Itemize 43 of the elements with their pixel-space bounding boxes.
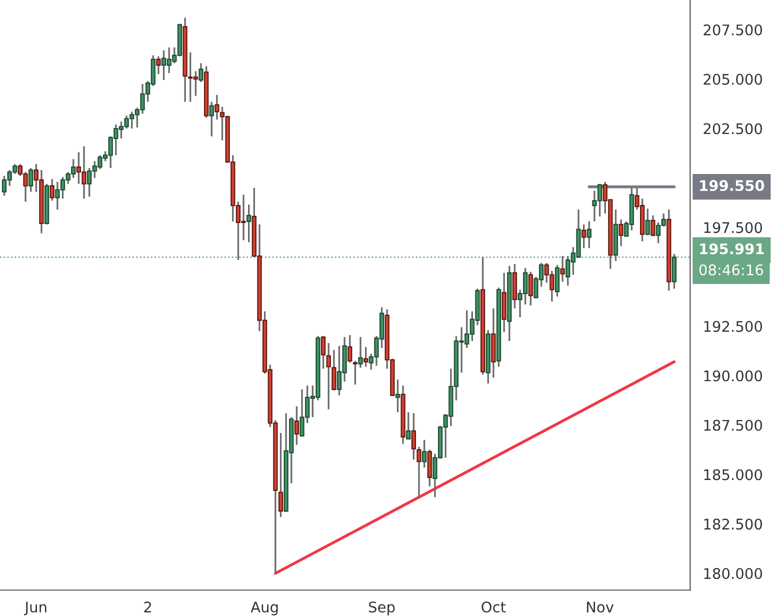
y-tick-label: 202.500 (704, 123, 762, 134)
y-tick-label: 182.500 (704, 518, 762, 530)
candlestick (528, 271, 533, 306)
candlestick (422, 439, 427, 468)
candlestick (618, 218, 624, 247)
candlestick (364, 346, 368, 368)
candlestick (348, 334, 352, 364)
candlestick (395, 378, 400, 414)
y-tick-label: 197.500 (704, 222, 762, 234)
y-tick-label: 190.000 (704, 370, 762, 382)
candlestick (582, 224, 586, 249)
ref-line-label: 195.991 (700, 243, 764, 254)
x-tick-label: Sep (368, 601, 395, 616)
y-tick-label: 207.500 (704, 24, 762, 36)
candlestick (209, 100, 214, 138)
x-tick-label: Aug (250, 602, 278, 616)
candlestick (358, 336, 363, 369)
x-tick-label: Jun (24, 602, 46, 616)
candlestick (560, 255, 565, 283)
candlestick (645, 208, 650, 236)
candlestick (554, 264, 560, 298)
x-tick-label: Oct (482, 601, 506, 613)
candlestick (294, 405, 300, 446)
candlestick (352, 360, 358, 386)
text: 08:46:16 (699, 264, 764, 276)
x-tick-label: Nov (586, 602, 614, 613)
y-tick-label: 180.000 (704, 568, 762, 580)
candlestick (650, 214, 656, 238)
y-tick-label: 205.000 (704, 74, 762, 85)
candlestick (406, 411, 411, 440)
candlestick (320, 335, 326, 370)
candlestick (246, 204, 252, 244)
y-tick-label: 192.500 (704, 320, 762, 332)
candlestick (50, 178, 54, 202)
candlestick (156, 56, 161, 75)
candlestick (586, 220, 592, 249)
text: 199.550 (700, 180, 764, 192)
y-tick-label: 185.000 (704, 469, 762, 480)
x-tick-label: 2 (144, 601, 151, 612)
candlestick (278, 432, 284, 518)
candlestick (198, 62, 204, 83)
candlestick (28, 167, 34, 193)
y-tick-label: 187.500 (704, 420, 762, 431)
